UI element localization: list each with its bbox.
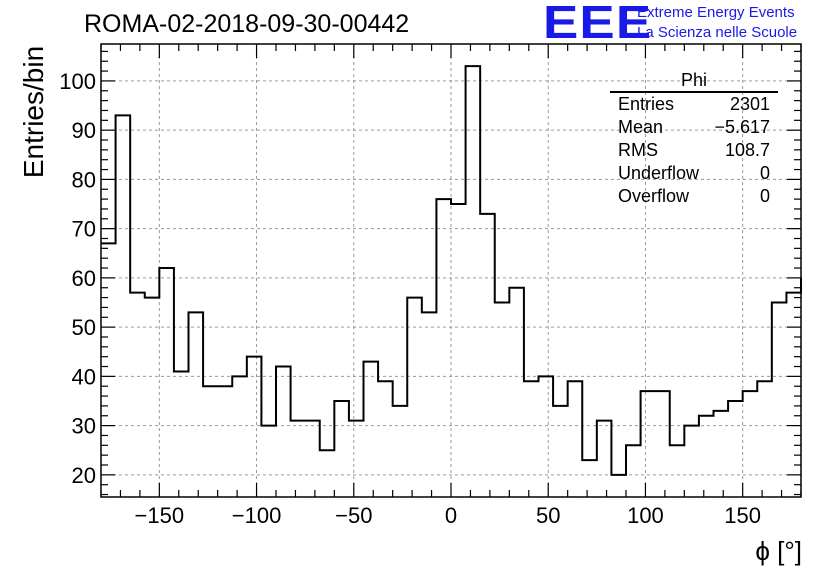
stats-label: Mean: [618, 117, 664, 137]
x-tick-label: 100: [627, 503, 664, 528]
axis-ticks: [100, 44, 802, 497]
stats-row-entries: Entries 2301: [610, 93, 778, 116]
x-axis-title: ϕ [°]: [755, 536, 802, 566]
logo-text-line1: Extreme Energy Events: [637, 4, 795, 21]
eee-logo: EEE: [543, 0, 653, 48]
stats-value: 2301: [729, 94, 770, 114]
run-title: ROMA-02-2018-09-30-00442: [84, 10, 410, 38]
y-tick-label: 30: [72, 414, 96, 439]
x-tick-label: 150: [724, 503, 761, 528]
x-tick-label: −50: [335, 503, 372, 528]
x-tick-label: 50: [536, 503, 560, 528]
stats-value: −5.617: [714, 117, 770, 137]
stats-box: Phi Entries 2301 Mean −5.617 RMS 108.7 U…: [610, 70, 778, 208]
stats-row-rms: RMS 108.7: [610, 139, 778, 162]
y-tick-label: 80: [72, 167, 96, 192]
stats-value: 0: [759, 186, 770, 206]
stats-value: 0: [759, 163, 770, 183]
y-tick-labels: 20 30 40 50 60 70 80 90 100: [59, 69, 96, 488]
stats-row-mean: Mean −5.617: [610, 116, 778, 139]
y-tick-label: 90: [72, 118, 96, 143]
y-tick-label: 40: [72, 364, 96, 389]
x-tick-label: −100: [232, 503, 282, 528]
y-tick-label: 50: [72, 315, 96, 340]
y-tick-label: 100: [59, 69, 96, 94]
y-tick-label: 70: [72, 217, 96, 242]
stats-label: Entries: [618, 94, 675, 114]
y-axis-title: Entries/bin: [18, 45, 49, 179]
x-tick-labels: −150 −100 −50 0 50 100 150: [135, 503, 761, 528]
stats-row-overflow: Overflow 0: [610, 185, 778, 208]
y-tick-label: 20: [72, 463, 96, 488]
logo-text-line2: La Scienza nelle Scuole: [637, 24, 798, 41]
stats-row-underflow: Underflow 0: [610, 162, 778, 185]
x-tick-label: 0: [445, 503, 457, 528]
stats-label: RMS: [618, 140, 658, 160]
stats-label: Overflow: [618, 186, 690, 206]
stats-value: 108.7: [724, 140, 770, 160]
histogram-line: [101, 65, 802, 476]
stats-label: Underflow: [618, 163, 700, 183]
stats-histogram-name: Phi: [610, 70, 778, 93]
y-tick-label: 60: [72, 266, 96, 291]
x-tick-label: −150: [135, 503, 185, 528]
